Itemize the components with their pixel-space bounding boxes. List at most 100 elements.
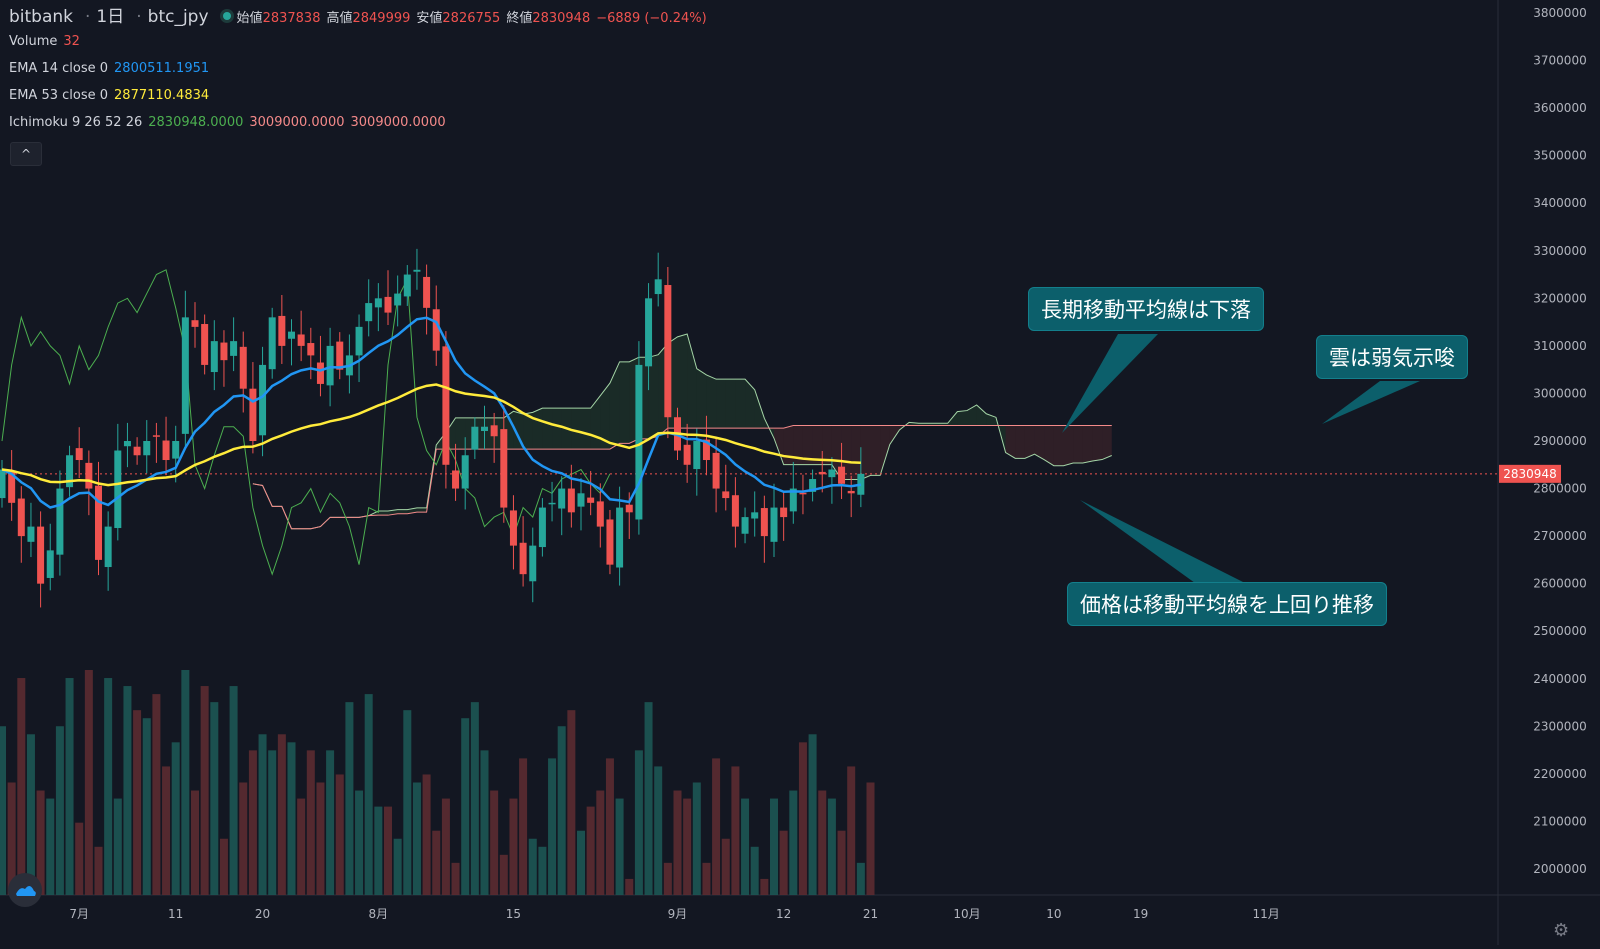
ichimoku-cloud-segment [967,404,977,426]
volume-bar [451,862,460,895]
volume-bar [634,750,643,895]
ichimoku-cloud-segment [523,412,533,450]
ichimoku-cloud-segment [1073,425,1083,463]
ichimoku-span-a-line [252,333,1112,530]
y-tick-label: 3000000 [1533,386,1586,400]
y-tick-label: 2900000 [1533,434,1586,448]
callout-long-ma-pointer [1062,334,1158,433]
volume-bar [856,862,865,895]
close-value: 2830948 [532,11,591,26]
ichimoku-cloud-segment [581,408,591,450]
ichimoku-cloud-segment [976,404,987,426]
volume-bar [750,846,759,895]
y-tick-label: 2400000 [1533,672,1586,686]
candle-body [799,492,807,495]
y-tick-label: 2600000 [1533,577,1586,591]
candle-body [442,346,450,465]
price-badge-label: 2830948 [1503,467,1556,481]
ema14-legend[interactable]: EMA 14 close 0 2800511.1951 [9,61,215,76]
volume-bar [480,750,489,895]
candle-body [857,473,865,495]
low-value: 2826755 [442,11,501,26]
volume-bar [586,806,595,895]
ichimoku-cloud-segment [774,428,784,465]
candle-body [509,510,517,546]
open-label: 始値 [236,11,263,26]
interval-label[interactable]: 1日 [96,7,125,27]
volume-bar [779,830,788,895]
candle-body [278,315,286,346]
market-status-icon [222,12,231,20]
ema53-legend[interactable]: EMA 53 close 0 2877110.4834 [9,88,215,103]
volume-bar [162,766,171,895]
ichimoku-cloud-segment [1092,425,1103,461]
y-tick-label: 3400000 [1533,196,1586,210]
volume-bar [741,798,750,895]
candle-body [336,341,344,370]
tradingview-logo-icon[interactable] [8,873,42,907]
gear-icon[interactable]: ⚙ [1553,920,1570,941]
volume-bar [557,726,566,895]
y-tick-label: 3300000 [1533,244,1586,258]
volume-bar [625,878,634,895]
change-value: −6889 (−0.24%) [596,11,707,26]
candle-body [239,346,247,389]
candle-body [355,326,363,356]
ichimoku-legend[interactable]: Ichimoku 9 26 52 26 2830948.0000 3009000.0… [9,115,452,130]
candle-body [85,462,93,489]
candle-body [37,526,45,584]
volume-bar [528,838,537,895]
ichimoku-cloud-segment [1102,425,1112,460]
ichimoku-cloud-segment [696,368,707,429]
candle-body [770,507,778,542]
candle-body [722,491,730,499]
candle-body [162,440,170,461]
collapse-legend-button[interactable]: ^ [10,142,42,166]
ema14-label: EMA 14 close 0 [9,61,109,76]
ema53-value: 2877110.4834 [114,88,210,103]
ichimoku-span-b-line [252,425,1112,530]
ichimoku-cloud-segment [745,379,755,429]
ema14-value: 2800511.1951 [114,61,210,76]
candle-body [423,276,431,308]
ichimoku-cloud-segment [725,379,736,429]
candle-body [365,303,373,322]
candle-body [490,425,498,437]
volume-bar [837,830,846,895]
ichimoku-cloud-segment [619,361,630,444]
candle-body [95,485,102,560]
candle-body [326,345,334,386]
volume-bar [36,790,45,895]
volume-legend[interactable]: Volume 32 [9,34,86,49]
volume-bar [0,726,6,895]
candle-body [133,446,141,456]
ichimoku-cloud-segment [600,383,610,450]
candle-body [780,507,788,518]
volume-bar [17,678,26,895]
volume-bar [605,758,614,895]
ichimoku-cloud-segment [716,379,726,429]
candle-body [394,293,402,306]
candle-body [172,441,180,459]
candle-body [587,497,595,503]
volume-bar [577,830,585,895]
ichimoku-cloud-segment [609,361,620,450]
ichimoku-cloud-segment [860,425,871,480]
x-tick-label: 11月 [1253,907,1280,921]
ichimoku-cloud-segment [938,423,948,426]
candle-body [645,298,653,367]
candle-body [210,341,218,373]
candle-body [0,469,6,499]
ichimoku-cloud-segment [455,417,466,450]
volume-bar [422,774,431,895]
candle-body [751,512,759,519]
volume-bar [403,710,412,895]
ichimoku-cloud-segment [735,379,746,429]
ichimoku-cloud-segment [1082,425,1093,463]
open-value: 2837838 [262,11,321,26]
symbol-header[interactable]: bitbank · 1日 · btc_jpy 始値2837838 高値2849999 安値28… [9,7,707,27]
volume-bar [152,694,161,895]
candle-body [384,296,392,313]
